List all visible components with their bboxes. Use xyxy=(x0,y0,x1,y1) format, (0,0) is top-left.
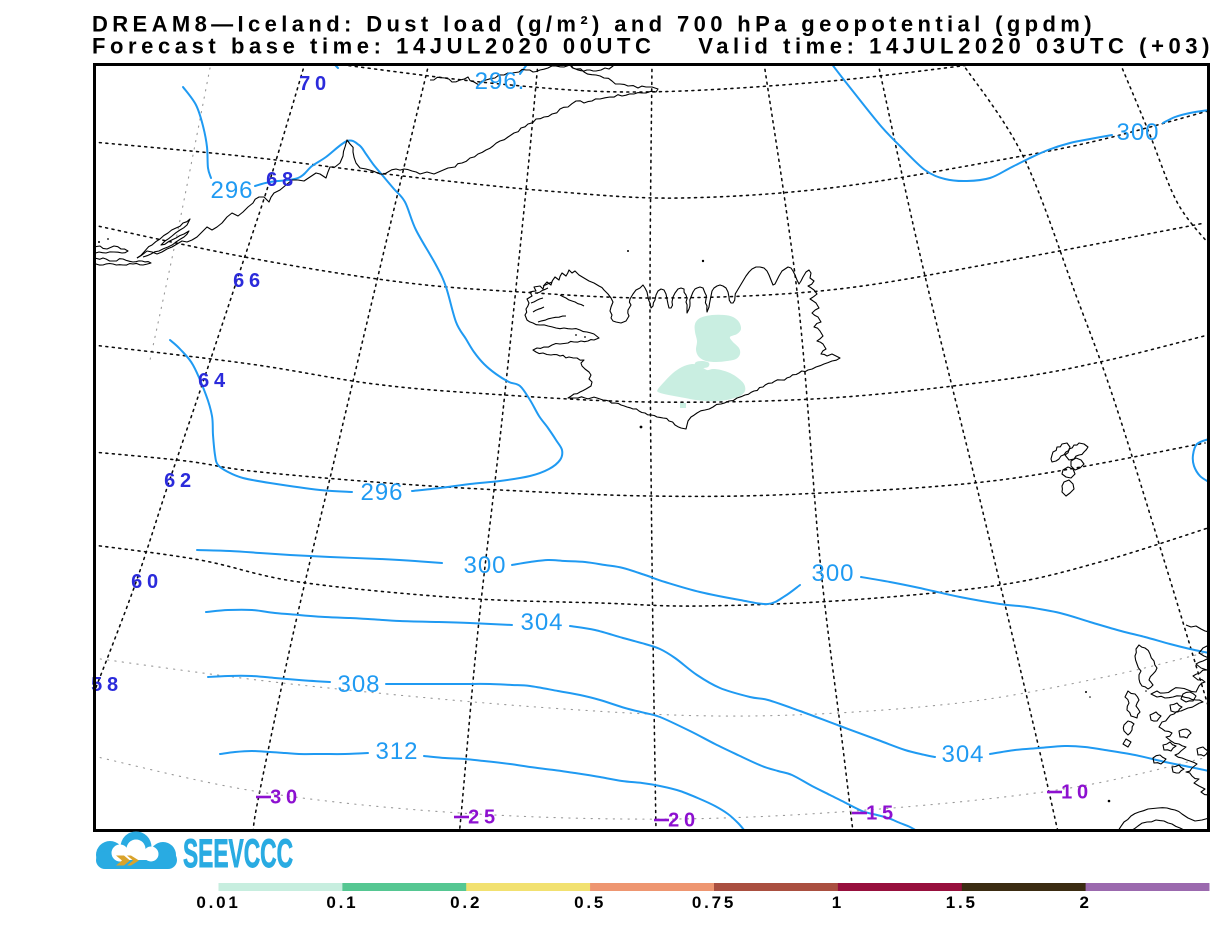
svg-text:10: 10 xyxy=(1061,782,1093,804)
svg-text:296.: 296. xyxy=(475,68,526,95)
svg-text:304: 304 xyxy=(941,741,984,768)
svg-text:1.5: 1.5 xyxy=(946,893,978,912)
svg-text:Forecast base time: 14JUL2020: Forecast base time: 14JUL2020 00UTC Vali… xyxy=(92,34,1214,59)
svg-text:66: 66 xyxy=(233,270,265,292)
svg-text:68: 68 xyxy=(266,169,298,191)
svg-text:296: 296 xyxy=(210,177,253,204)
svg-text:20: 20 xyxy=(668,810,700,832)
svg-text:296: 296 xyxy=(360,479,403,506)
svg-text:DREAM8—Iceland: Dust load (g/m: DREAM8—Iceland: Dust load (g/m²) and 700… xyxy=(92,12,1096,37)
svg-text:300: 300 xyxy=(463,552,506,579)
svg-text:1: 1 xyxy=(832,893,844,912)
svg-text:60: 60 xyxy=(131,571,163,593)
svg-text:30: 30 xyxy=(270,787,302,809)
svg-text:58: 58 xyxy=(91,674,123,696)
svg-text:70: 70 xyxy=(299,73,331,95)
svg-text:0.1: 0.1 xyxy=(326,893,358,912)
svg-text:300: 300 xyxy=(1116,119,1159,146)
svg-text:15: 15 xyxy=(866,803,898,825)
svg-text:300: 300 xyxy=(811,560,854,587)
svg-text:SEEVCCC: SEEVCCC xyxy=(183,832,293,876)
svg-text:2: 2 xyxy=(1079,893,1091,912)
svg-text:0.75: 0.75 xyxy=(692,893,736,912)
svg-text:308: 308 xyxy=(337,671,380,698)
svg-text:25: 25 xyxy=(468,807,500,829)
svg-text:304: 304 xyxy=(520,609,563,636)
svg-text:312: 312 xyxy=(375,738,418,765)
svg-text:62: 62 xyxy=(164,470,196,492)
svg-text:0.5: 0.5 xyxy=(574,893,606,912)
svg-text:64: 64 xyxy=(198,370,230,392)
svg-text:0.01: 0.01 xyxy=(196,893,240,912)
svg-text:0.2: 0.2 xyxy=(450,893,482,912)
